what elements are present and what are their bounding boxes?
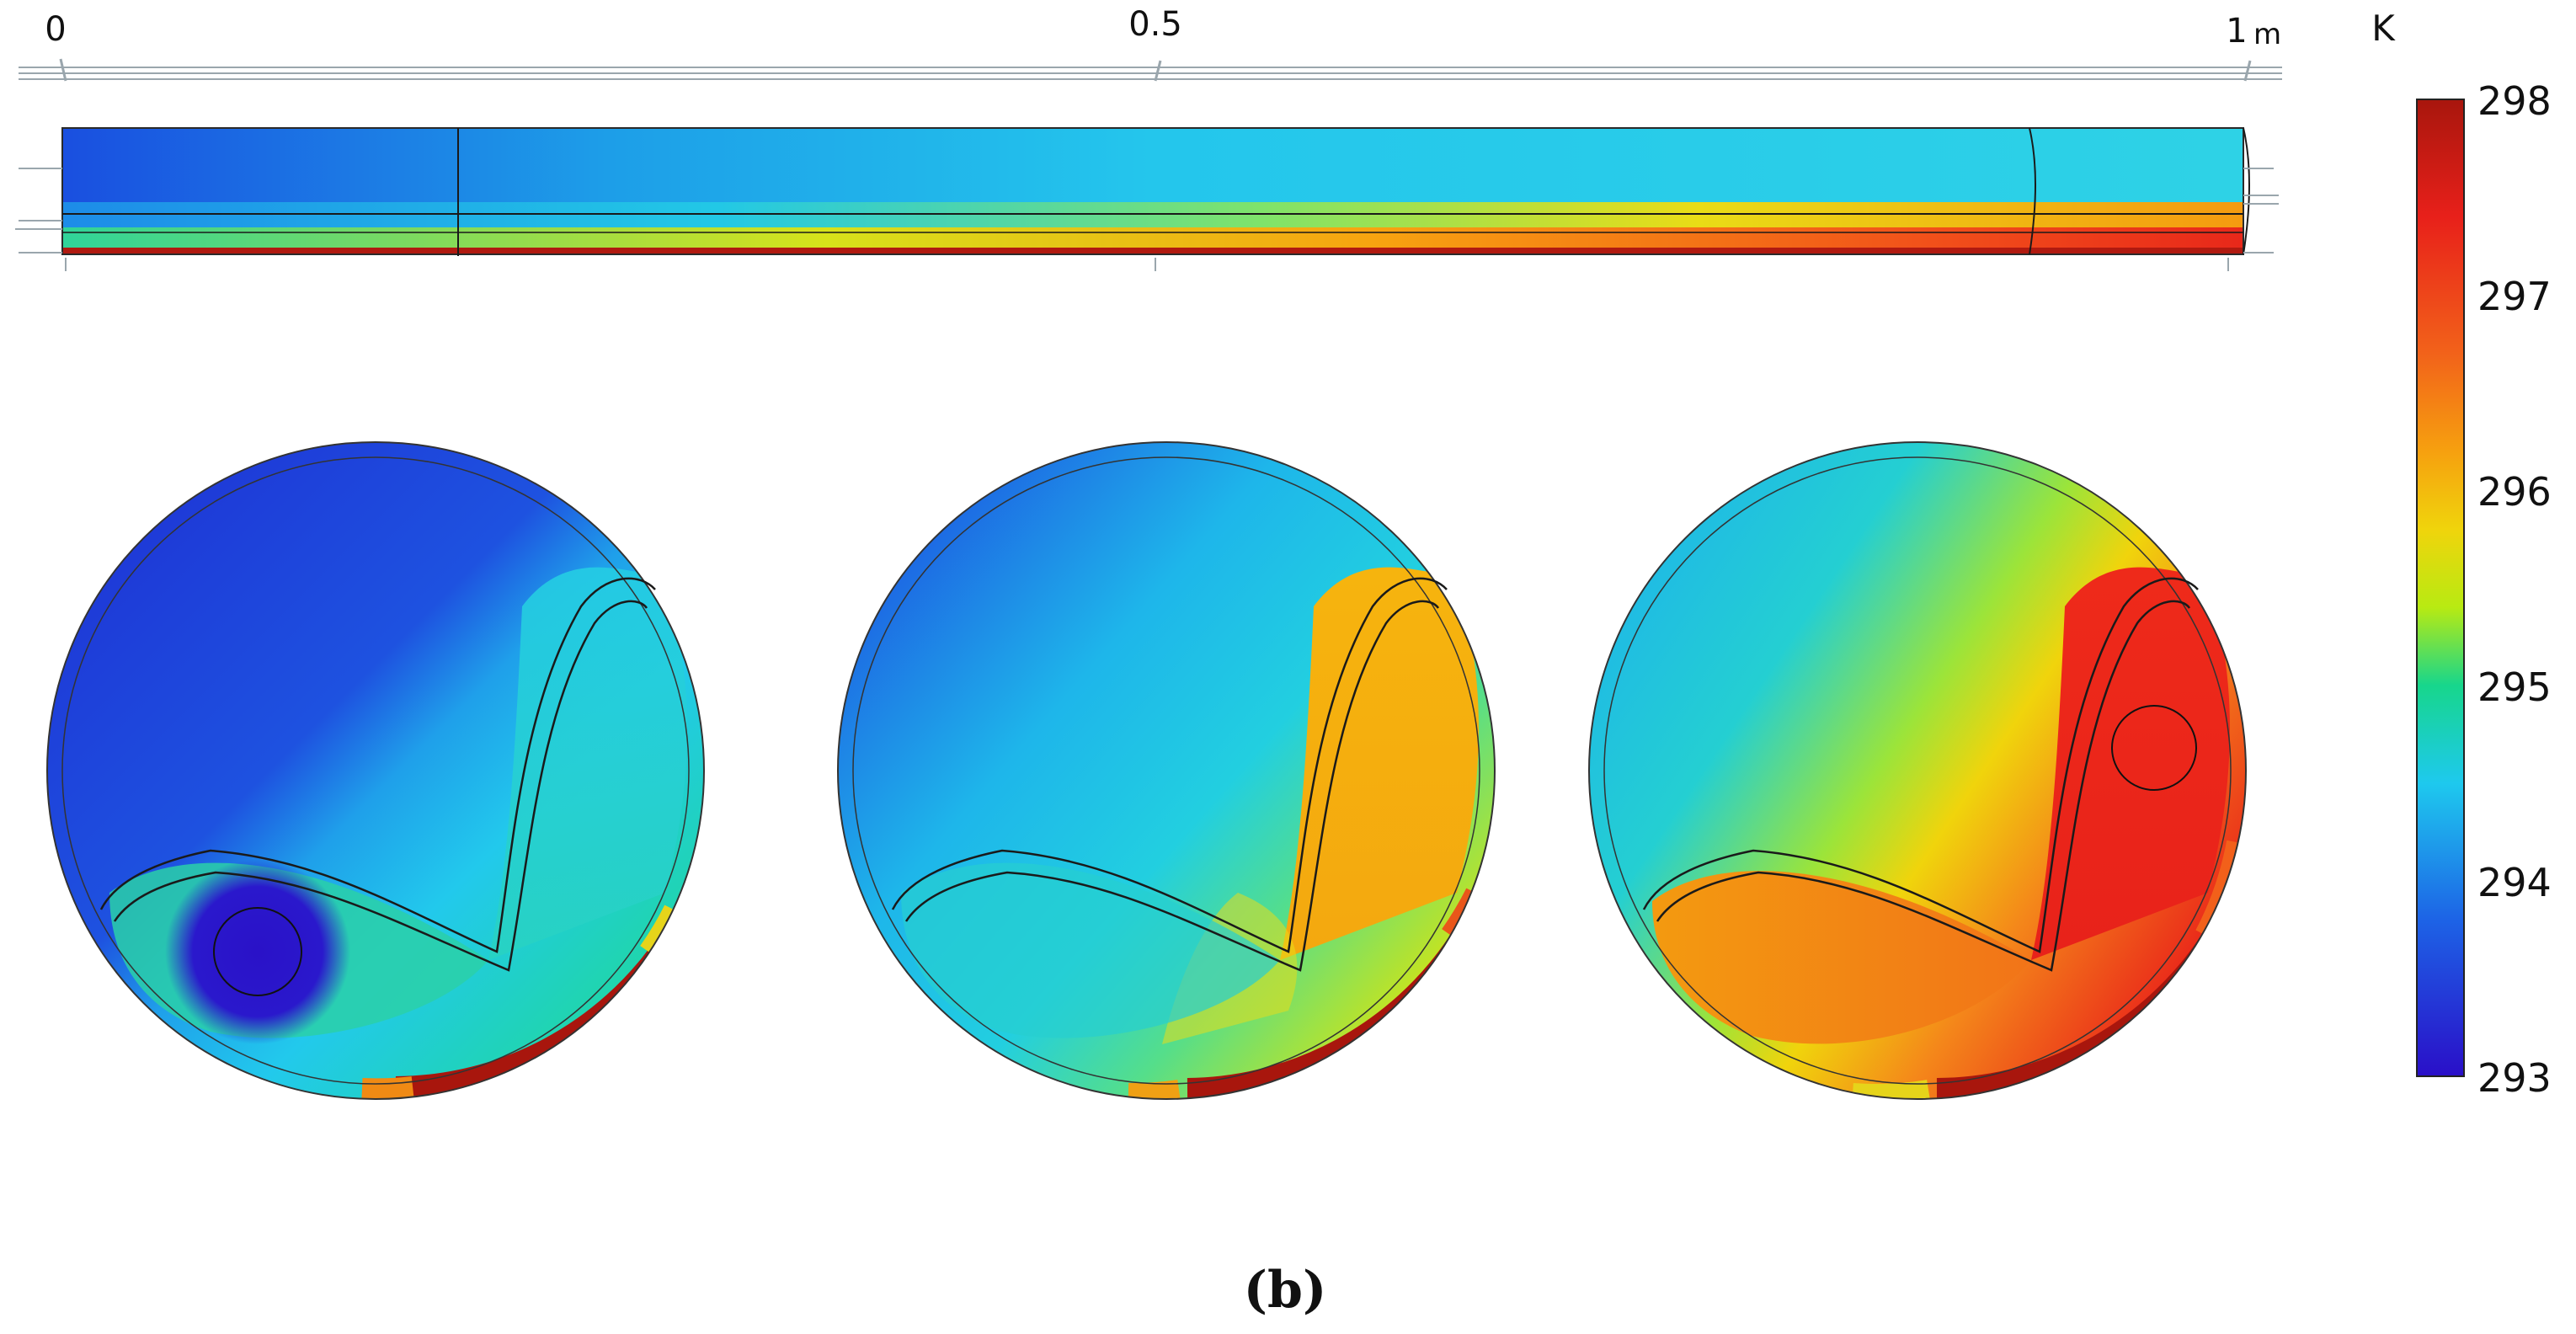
cross-section-1: [46, 441, 705, 1100]
ruler-tick-mid: 0.5: [1128, 5, 1182, 44]
colorbar-tick-296: 296: [2477, 469, 2552, 515]
colorbar-tick-294: 294: [2477, 860, 2552, 905]
figure-label: (b): [1244, 1261, 1327, 1320]
ruler-tick-0: 0: [45, 10, 66, 49]
length-ruler: 0 0.5 1 m: [19, 5, 2282, 82]
longitudinal-pipe: [15, 127, 2279, 271]
colorbar-tick-293: 293: [2477, 1055, 2552, 1101]
cross-section-3: [1588, 441, 2247, 1100]
colorbar: K 298 297 296 295 294 293: [2371, 8, 2552, 1101]
ruler-tick-end: 1: [2226, 12, 2247, 51]
colorbar-tick-298: 298: [2477, 78, 2552, 124]
colorbar-tick-297: 297: [2477, 274, 2552, 319]
ruler-unit: m: [2253, 18, 2281, 51]
colorbar-tick-295: 295: [2477, 664, 2552, 710]
colorbar-scale: [2416, 99, 2465, 1077]
colorbar-unit: K: [2371, 8, 2396, 49]
cross-section-2: [837, 441, 1496, 1100]
